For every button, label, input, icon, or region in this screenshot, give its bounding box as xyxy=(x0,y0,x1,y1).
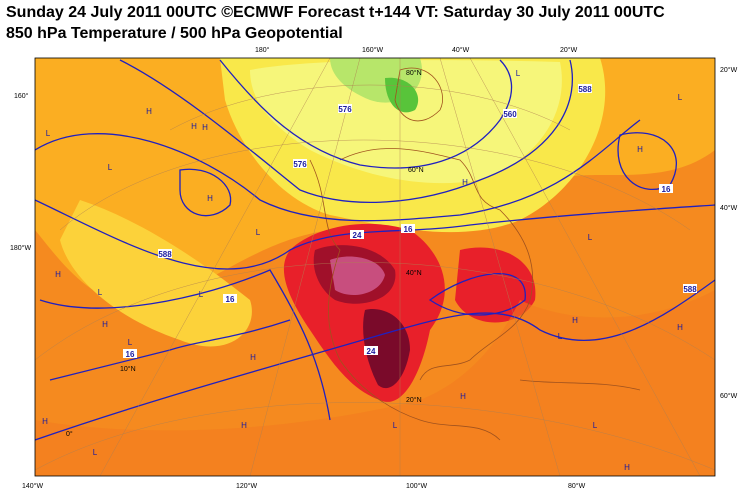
contour-label: 24 xyxy=(367,347,376,356)
pressure-center: H xyxy=(102,320,108,329)
pressure-center: L xyxy=(108,163,113,172)
contour-label: 16 xyxy=(662,185,671,194)
pressure-center: H xyxy=(462,178,468,187)
graticule-label: 120°W xyxy=(236,482,257,490)
graticule-label: 20°N xyxy=(406,396,422,404)
pressure-center: L xyxy=(516,69,521,78)
pressure-center: H xyxy=(202,123,208,132)
contour-label: 576 xyxy=(338,105,352,114)
graticule-label: 180°W xyxy=(10,244,31,252)
graticule-label: 10°N xyxy=(120,365,136,373)
graticule-label: 0° xyxy=(66,430,73,438)
contour-label-box xyxy=(158,249,172,258)
graticule-label: 100°W xyxy=(406,482,427,490)
contour-label-box xyxy=(683,284,697,293)
graticule-label: 60°W xyxy=(720,392,738,400)
pressure-center: L xyxy=(128,338,133,347)
pressure-center: L xyxy=(393,421,398,430)
pressure-center: H xyxy=(191,122,197,131)
contour-label: 588 xyxy=(158,250,172,259)
contour-label-box xyxy=(364,346,378,355)
graticule xyxy=(35,58,715,476)
pressure-center: L xyxy=(593,421,598,430)
pressure-center: H xyxy=(42,417,48,426)
map-frame xyxy=(34,57,716,477)
pressure-center: L xyxy=(93,448,98,457)
contour-label-box xyxy=(659,184,673,193)
labels: 180° 160°W 40°W 20°W160°180°W20°W40°W60°W14… xyxy=(10,46,738,490)
title-block: Sunday 24 July 2011 00UTC ©ECMWF Forecas… xyxy=(6,2,665,44)
pressure-center: H xyxy=(146,107,152,116)
title: Sunday 24 July 2011 00UTC ©ECMWF Forecas… xyxy=(6,4,665,21)
contour-label: 588 xyxy=(578,85,592,94)
contour-label-box xyxy=(123,349,137,358)
contour-label: 16 xyxy=(126,350,135,359)
temperature-field xyxy=(35,58,715,476)
contour-label-box xyxy=(338,104,352,113)
pressure-center: H xyxy=(460,392,466,401)
contour-label: 16 xyxy=(226,295,235,304)
pressure-center: H xyxy=(572,316,578,325)
pressure-center: L xyxy=(199,290,204,299)
contour-label-box xyxy=(223,294,237,303)
contour-label: 24 xyxy=(353,231,362,240)
pressure-center: L xyxy=(558,332,563,341)
graticule-label: 20°W xyxy=(720,66,738,74)
graticule-label: 160°W xyxy=(362,46,383,54)
contour-label-box xyxy=(401,224,415,233)
geopotential-contours xyxy=(35,59,715,441)
subtitle: 850 hPa Temperature / 500 hPa Geopotenti… xyxy=(6,25,343,42)
pressure-center: L xyxy=(678,93,683,102)
contour-label: 560 xyxy=(503,110,517,119)
pressure-center: L xyxy=(588,233,593,242)
contour-label: 576 xyxy=(293,160,307,169)
contour-label-box xyxy=(578,84,592,93)
graticule-label: 40°W xyxy=(720,204,738,212)
coastlines xyxy=(309,67,641,441)
graticule-label: 40°W xyxy=(452,46,470,54)
pressure-center: L xyxy=(46,129,51,138)
pressure-center: H xyxy=(677,323,683,332)
pressure-center: H xyxy=(55,270,61,279)
pressure-center: L xyxy=(256,228,261,237)
graticule-label: 40°N xyxy=(406,269,422,277)
graticule-label: 180° xyxy=(255,46,270,54)
contour-label-box xyxy=(503,109,517,118)
pressure-center: H xyxy=(637,145,643,154)
contour-label: 588 xyxy=(683,285,697,294)
graticule-label: 160° xyxy=(14,92,29,100)
pressure-center: H xyxy=(250,353,256,362)
graticule-label: 80°W xyxy=(568,482,586,490)
graticule-label: 140°W xyxy=(22,482,43,490)
graticule-label: 20°W xyxy=(560,46,578,54)
pressure-center: H xyxy=(624,463,630,472)
contour-label-box xyxy=(350,230,364,239)
pressure-center: H xyxy=(207,194,213,203)
graticule-label: 80°N xyxy=(406,69,422,77)
contour-label: 16 xyxy=(404,225,413,234)
contour-label-box xyxy=(293,159,307,168)
graticule-label: 60°N xyxy=(408,166,424,174)
pressure-center: L xyxy=(98,288,103,297)
pressure-center: H xyxy=(241,421,247,430)
